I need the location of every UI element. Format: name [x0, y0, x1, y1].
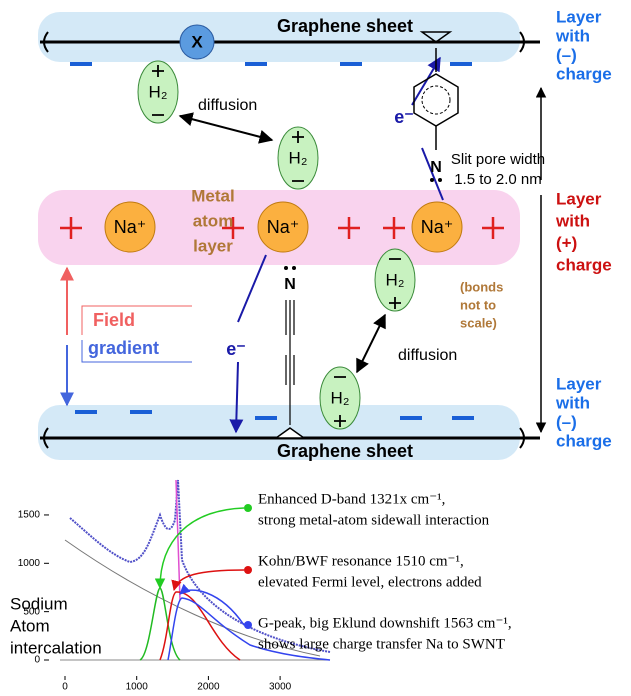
layer-label: Layer: [556, 7, 602, 26]
y-tick-label: 1500: [18, 510, 41, 521]
ion-label: Na⁺: [421, 217, 454, 237]
layer-label: (+): [556, 233, 577, 252]
ion-label: Na⁺: [267, 217, 300, 237]
x-tick-label: 1000: [126, 682, 149, 693]
diffusion-label: diffusion: [398, 347, 457, 364]
note-label: not to: [460, 297, 496, 312]
layer-label: charge: [556, 431, 612, 450]
note-label: scale): [460, 315, 497, 330]
atom-label: N: [284, 276, 296, 293]
ion-label: Na⁺: [114, 217, 147, 237]
layer-label: (–): [556, 45, 577, 64]
group-label: X: [191, 32, 203, 51]
molecule-label: H₂: [331, 388, 350, 407]
layer-label: Metal: [191, 186, 234, 205]
field-label: gradient: [88, 338, 159, 358]
inset-label: intercalation: [10, 638, 102, 657]
inset-label: Sodium: [10, 594, 68, 613]
layer-label: with: [555, 26, 590, 45]
layer-label: charge: [556, 64, 612, 83]
electron-label: e⁻: [226, 339, 246, 359]
layer-label: with: [555, 211, 590, 230]
x-tick-label: 2000: [197, 682, 220, 693]
annotation: Enhanced D-band 1321x cm⁻¹,: [258, 491, 445, 507]
molecule-label: H₂: [149, 82, 168, 101]
pore-label: 1.5 to 2.0 nm: [454, 171, 542, 188]
y-tick-label: 1000: [18, 558, 41, 569]
layer-label: atom: [193, 211, 234, 230]
pore-label: Slit pore width: [451, 151, 545, 168]
electron-label: e⁻: [394, 107, 414, 127]
x-tick-label: 3000: [269, 682, 292, 693]
layer-label: layer: [193, 236, 233, 255]
layer-label: Layer: [556, 189, 602, 208]
molecule-label: H₂: [386, 270, 405, 289]
diffusion-label: diffusion: [198, 97, 257, 114]
diagram: Graphene sheetXGraphene sheetLayerwith(–…: [0, 0, 631, 696]
annotation: Kohn/BWF resonance 1510 cm⁻¹,: [258, 553, 464, 569]
layer-label: (–): [556, 412, 577, 431]
annotation: G-peak, big Eklund downshift 1563 cm⁻¹,: [258, 615, 512, 631]
sheet-label: Graphene sheet: [277, 441, 413, 461]
annotation: shows large charge transfer Na to SWNT: [258, 636, 505, 652]
molecule-label: H₂: [289, 148, 308, 167]
layer-label: charge: [556, 255, 612, 274]
layer-label: Layer: [556, 374, 602, 393]
note-label: (bonds: [460, 279, 503, 294]
annotation: strong metal-atom sidewall interaction: [258, 512, 490, 528]
x-tick-label: 0: [62, 682, 68, 693]
layer-label: with: [555, 393, 590, 412]
field-label: Field: [93, 310, 135, 330]
sheet-label: Graphene sheet: [277, 16, 413, 36]
atom-label: N: [430, 159, 442, 176]
annotation: elevated Fermi level, electrons added: [258, 574, 482, 590]
inset-label: Atom: [10, 616, 50, 635]
